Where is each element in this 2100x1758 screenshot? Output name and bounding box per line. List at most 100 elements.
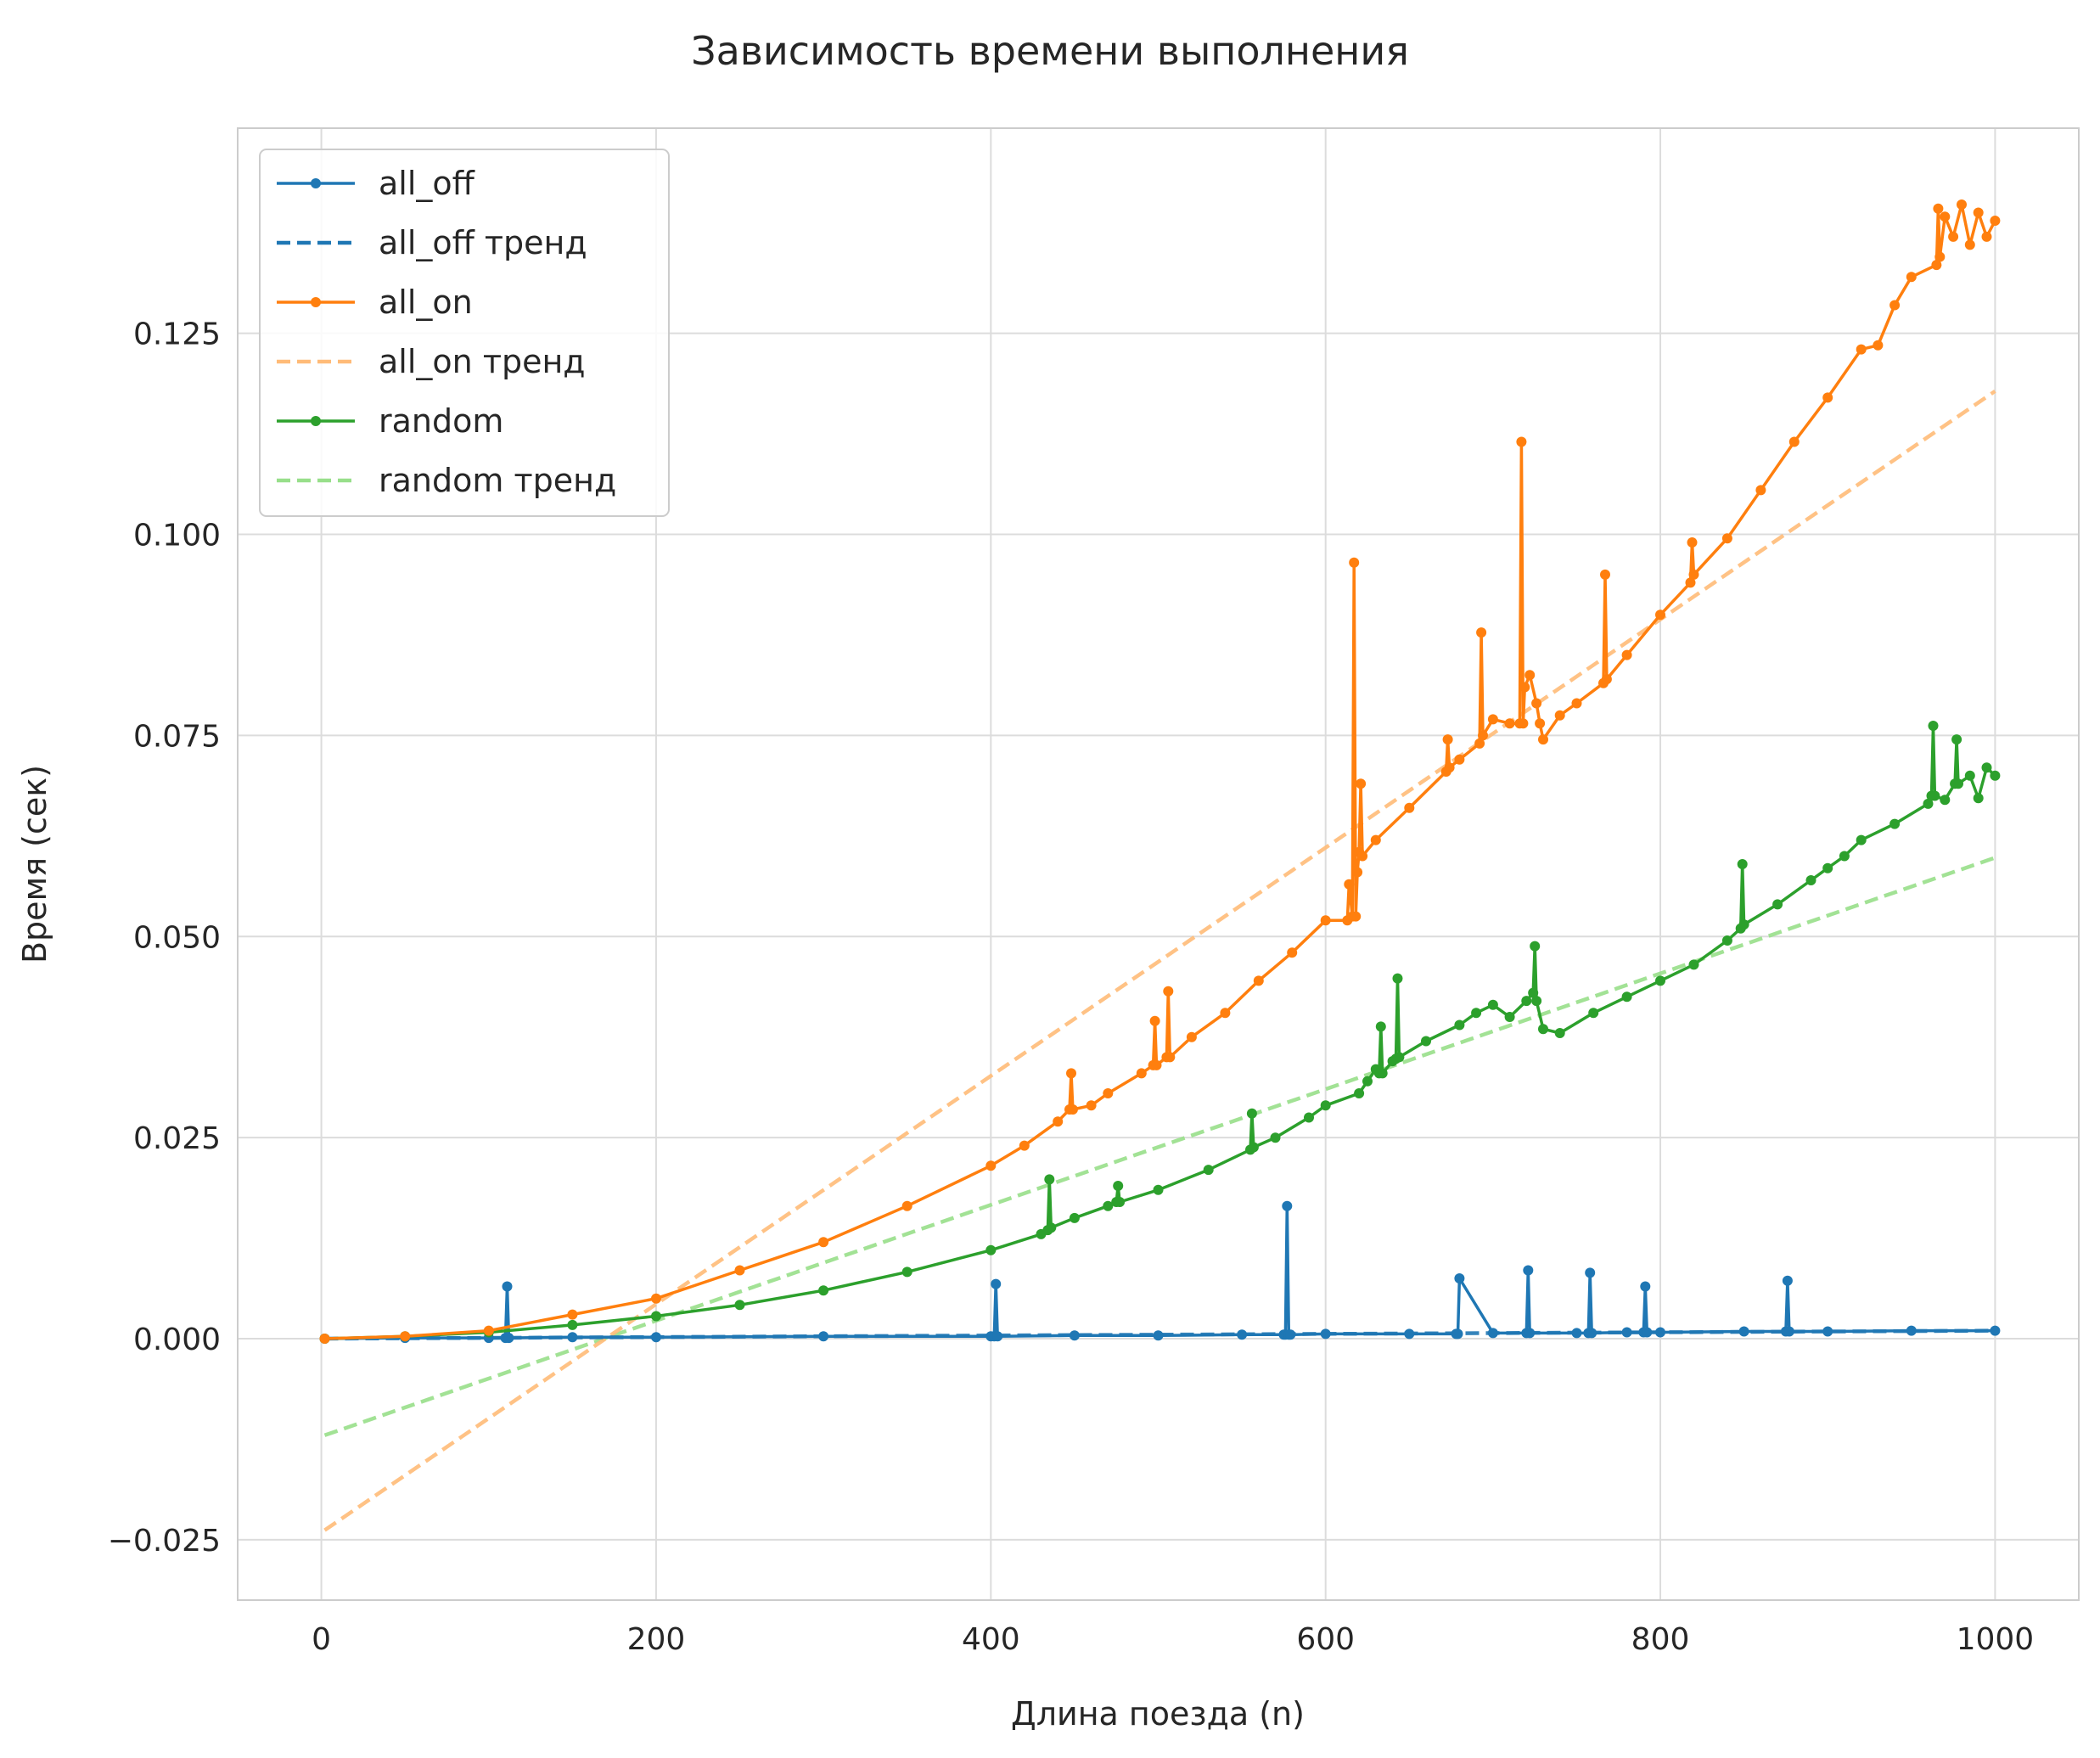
series-all_on <box>319 199 2001 1344</box>
data-point <box>1304 1112 1314 1123</box>
data-point <box>1535 718 1546 729</box>
data-point <box>1964 770 1975 781</box>
data-point <box>1688 959 1699 970</box>
data-point <box>1929 790 1940 801</box>
data-point <box>1285 1329 1296 1340</box>
data-point <box>1067 1104 1078 1115</box>
data-point <box>1873 340 1884 351</box>
data-point <box>818 1285 829 1296</box>
data-point <box>502 1281 513 1292</box>
legend-label: all_off тренд <box>379 224 587 261</box>
data-point <box>1421 1036 1431 1047</box>
data-point <box>567 1309 578 1320</box>
data-point <box>1287 947 1298 958</box>
data-point <box>1856 834 1867 845</box>
data-point <box>1755 485 1766 496</box>
data-point <box>1933 203 1944 214</box>
data-point <box>1444 762 1455 773</box>
data-point <box>1538 734 1548 745</box>
data-point <box>1822 862 1833 873</box>
data-point <box>1069 1330 1080 1341</box>
legend-marker <box>311 297 321 307</box>
series-layer <box>319 199 2001 1532</box>
legend-label: all_off <box>379 165 475 202</box>
x-tick-label: 400 <box>962 1622 1020 1657</box>
plot-frame <box>237 127 2080 1601</box>
data-point <box>1538 1024 1548 1035</box>
data-point <box>1153 1330 1164 1341</box>
data-point <box>1476 627 1487 638</box>
data-point <box>1940 795 1951 806</box>
data-point <box>1375 1021 1386 1032</box>
data-point <box>1737 859 1748 869</box>
y-tick-label: 0.075 <box>133 719 221 754</box>
tick-labels: 0 200 400 600 800 1000 −0.025 0.000 0.025 0.050 0.… <box>108 317 2034 1657</box>
data-point <box>1370 834 1381 845</box>
data-point <box>1586 1328 1597 1339</box>
data-point <box>1554 710 1565 721</box>
data-point <box>1392 973 1403 984</box>
legend-label: all_on тренд <box>379 343 586 380</box>
data-point <box>1973 793 1984 804</box>
data-point <box>985 1160 997 1171</box>
y-tick-label: 0.000 <box>133 1323 221 1357</box>
data-point <box>1478 730 1488 741</box>
data-point <box>1053 1116 1064 1127</box>
data-point <box>1531 996 1542 1007</box>
data-point <box>1600 569 1610 580</box>
data-point <box>901 1200 912 1211</box>
data-point <box>1454 1273 1465 1283</box>
legend-item: all_on тренд <box>277 343 586 380</box>
legend: all_off all_off тренд all_on all_on тренд ra… <box>259 149 670 517</box>
data-point <box>1377 1068 1388 1079</box>
data-point <box>818 1237 829 1248</box>
data-point <box>1136 1068 1147 1079</box>
legend-marker <box>311 416 321 426</box>
data-point <box>992 1331 1003 1342</box>
data-point <box>1738 1326 1749 1337</box>
data-point <box>1554 1028 1565 1038</box>
data-point <box>1783 1326 1794 1337</box>
series-random <box>319 721 2001 1344</box>
x-tick-label: 200 <box>627 1622 686 1657</box>
x-tick-label: 800 <box>1631 1622 1690 1657</box>
series-line <box>324 1204 1996 1340</box>
data-point <box>1964 239 1975 250</box>
data-point <box>1906 1325 1917 1336</box>
data-point <box>1248 1142 1259 1153</box>
legend-item: all_on <box>277 284 473 321</box>
data-point <box>1990 216 2001 226</box>
y-axis-title: Время (сек) <box>16 765 53 963</box>
legend-item: all_off <box>277 165 475 202</box>
data-point <box>1220 1008 1231 1019</box>
data-point <box>1588 1008 1599 1019</box>
data-point <box>734 1300 745 1311</box>
data-point <box>1530 941 1541 952</box>
data-point <box>503 1333 514 1344</box>
data-point <box>1452 1328 1463 1340</box>
x-axis-title: Длина поезда (n) <box>1011 1695 1305 1733</box>
data-point <box>1203 1165 1214 1176</box>
data-point <box>1504 718 1515 729</box>
data-point <box>1103 1200 1114 1211</box>
data-point <box>1349 557 1360 568</box>
data-point <box>1585 1267 1596 1278</box>
legend-marker <box>311 178 321 188</box>
data-point <box>1103 1088 1114 1098</box>
data-point <box>1066 1068 1076 1079</box>
data-point <box>1454 1019 1465 1031</box>
data-point <box>818 1331 829 1342</box>
data-point <box>1320 1100 1331 1111</box>
data-point <box>1957 199 1967 210</box>
data-point <box>1839 851 1850 862</box>
data-point <box>1471 1008 1482 1019</box>
y-tick-label: 0.100 <box>133 519 221 553</box>
data-point <box>400 1331 411 1342</box>
data-point <box>1940 211 1951 222</box>
data-point <box>1044 1174 1055 1185</box>
data-point <box>1454 754 1465 765</box>
legend-item: random тренд <box>277 462 616 499</box>
data-point <box>1948 231 1959 242</box>
data-point <box>1642 1327 1653 1338</box>
legend-item: all_off тренд <box>277 224 587 261</box>
